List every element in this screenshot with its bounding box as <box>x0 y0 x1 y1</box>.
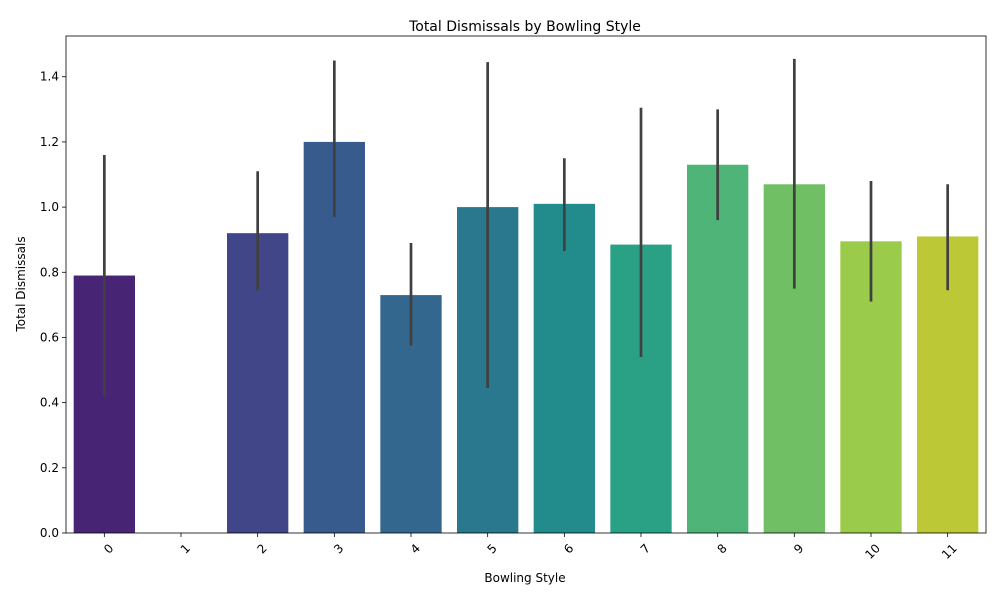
x-tick-label-0: 0 <box>101 541 116 556</box>
y-tick-label-0.8: 0.8 <box>40 265 59 279</box>
x-tick-label-4: 4 <box>408 541 423 556</box>
x-axis: 0 1 2 3 4 5 6 7 8 9 10 11 <box>101 533 960 562</box>
x-tick-label-9: 9 <box>791 541 806 556</box>
x-tick-label-5: 5 <box>484 541 499 556</box>
y-tick-label-0.4: 0.4 <box>40 396 59 410</box>
x-tick-label-3: 3 <box>331 541 346 556</box>
x-tick-label-7: 7 <box>638 541 653 556</box>
x-tick-label-2: 2 <box>254 541 269 556</box>
x-tick-label-1: 1 <box>178 541 193 556</box>
y-tick-label-1.0: 1.0 <box>40 200 59 214</box>
bars-group <box>73 141 979 534</box>
bar-6 <box>533 203 595 533</box>
x-axis-label: Bowling Style <box>484 571 565 585</box>
y-tick-label-0.0: 0.0 <box>40 526 59 540</box>
x-tick-label-11: 11 <box>939 541 960 562</box>
plot-frame <box>65 35 987 534</box>
x-tick-label-8: 8 <box>714 541 729 556</box>
y-axis: 0.0 0.2 0.4 0.6 0.8 1.0 1.2 1.4 <box>40 70 66 540</box>
y-tick-label-0.6: 0.6 <box>40 330 59 344</box>
y-axis-label: Total Dismissals <box>14 236 28 332</box>
x-tick-label-6: 6 <box>561 541 576 556</box>
error-bars-group <box>102 58 950 397</box>
y-tick-label-1.4: 1.4 <box>40 70 59 84</box>
y-tick-label-0.2: 0.2 <box>40 461 59 475</box>
bar-8 <box>687 164 749 533</box>
x-tick-label-10: 10 <box>862 541 883 562</box>
y-tick-label-1.2: 1.2 <box>40 135 59 149</box>
chart-title: Total Dismissals by Bowling Style <box>408 19 641 35</box>
